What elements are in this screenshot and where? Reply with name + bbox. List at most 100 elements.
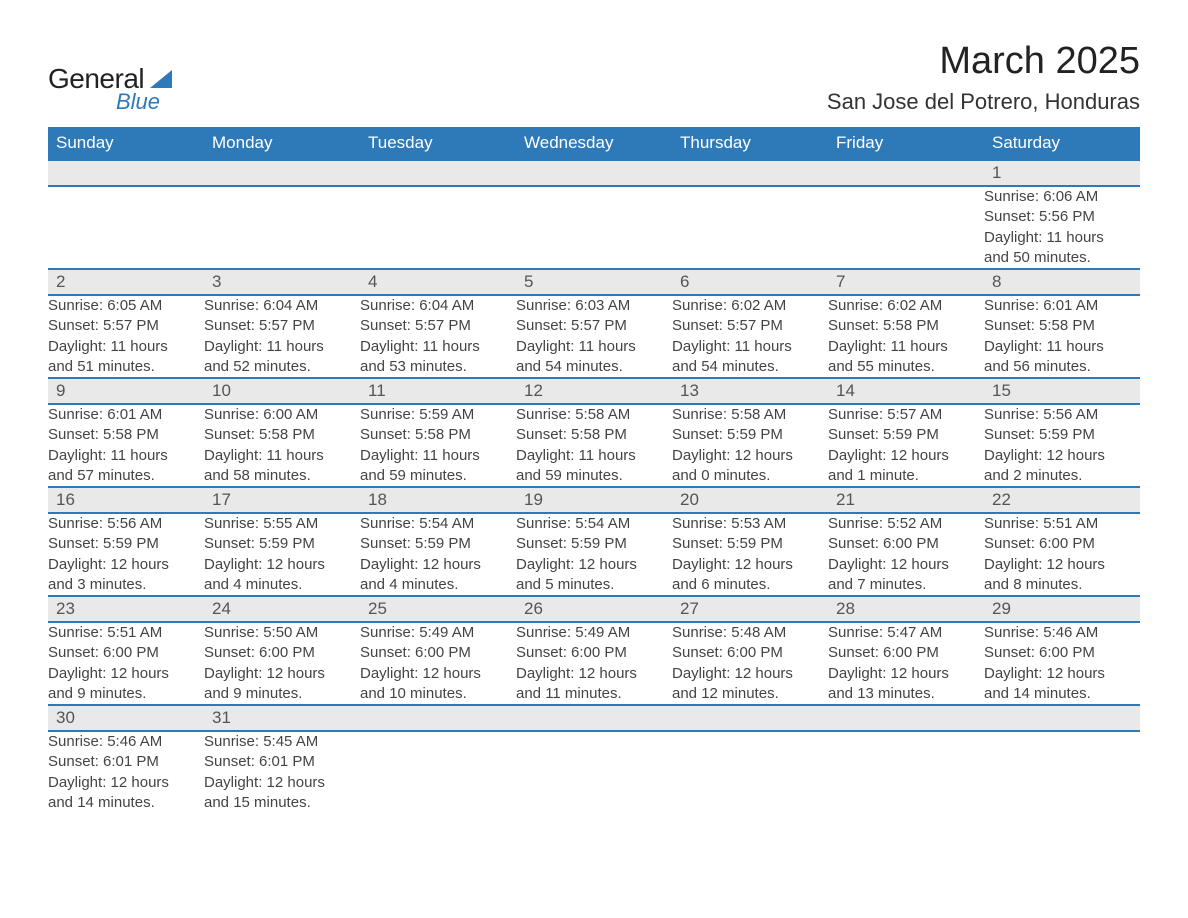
daylight-text: and 5 minutes.: [516, 575, 672, 595]
sunset-text: Sunset: 5:56 PM: [984, 207, 1140, 227]
daylight-text: Daylight: 12 hours: [984, 664, 1140, 684]
sunrise-text: Sunrise: 5:53 AM: [672, 514, 828, 534]
day-number-cell: 19: [516, 487, 672, 513]
day-number-cell: 24: [204, 596, 360, 622]
sunset-text: Sunset: 5:57 PM: [204, 316, 360, 336]
sunrise-text: Sunrise: 6:01 AM: [984, 296, 1140, 316]
sunrise-text: Sunrise: 5:58 AM: [516, 405, 672, 425]
daylight-text: and 10 minutes.: [360, 684, 516, 704]
sunrise-text: Sunrise: 6:04 AM: [204, 296, 360, 316]
day-detail-cell: Sunrise: 5:52 AMSunset: 6:00 PMDaylight:…: [828, 513, 984, 596]
day-number: 16: [48, 488, 204, 512]
day-number-cell: [828, 705, 984, 731]
day-detail-cell: Sunrise: 5:48 AMSunset: 6:00 PMDaylight:…: [672, 622, 828, 705]
day-number-cell: [360, 705, 516, 731]
day-detail-cell: Sunrise: 5:55 AMSunset: 5:59 PMDaylight:…: [204, 513, 360, 596]
daylight-text: and 1 minute.: [828, 466, 984, 486]
day-number-cell: 6: [672, 269, 828, 295]
day-number: 8: [984, 270, 1140, 294]
week-detail-row: Sunrise: 5:46 AMSunset: 6:01 PMDaylight:…: [48, 731, 1140, 813]
sunrise-text: Sunrise: 6:00 AM: [204, 405, 360, 425]
day-detail-cell: Sunrise: 5:53 AMSunset: 5:59 PMDaylight:…: [672, 513, 828, 596]
day-number: 12: [516, 379, 672, 403]
sunset-text: Sunset: 5:57 PM: [48, 316, 204, 336]
daylight-text: and 4 minutes.: [204, 575, 360, 595]
day-number: 6: [672, 270, 828, 294]
location-subtitle: San Jose del Potrero, Honduras: [827, 89, 1140, 115]
daylight-text: Daylight: 12 hours: [516, 555, 672, 575]
daylight-text: Daylight: 12 hours: [984, 446, 1140, 466]
day-number: 23: [48, 597, 204, 621]
day-detail-cell: Sunrise: 5:56 AMSunset: 5:59 PMDaylight:…: [48, 513, 204, 596]
daylight-text: and 51 minutes.: [48, 357, 204, 377]
month-title: March 2025: [827, 40, 1140, 83]
day-header: Friday: [828, 127, 984, 160]
daylight-text: Daylight: 12 hours: [48, 773, 204, 793]
week-detail-row: Sunrise: 6:05 AMSunset: 5:57 PMDaylight:…: [48, 295, 1140, 378]
day-number-cell: [672, 160, 828, 186]
logo: General Blue: [48, 63, 172, 115]
daylight-text: and 50 minutes.: [984, 248, 1140, 268]
daylight-text: Daylight: 12 hours: [360, 664, 516, 684]
day-number-cell: 1: [984, 160, 1140, 186]
sunrise-text: Sunrise: 5:59 AM: [360, 405, 516, 425]
sunset-text: Sunset: 6:00 PM: [984, 534, 1140, 554]
daylight-text: and 54 minutes.: [672, 357, 828, 377]
sunrise-text: Sunrise: 6:03 AM: [516, 296, 672, 316]
day-number-cell: [672, 705, 828, 731]
day-detail-cell: [672, 731, 828, 813]
day-number-cell: 5: [516, 269, 672, 295]
daylight-text: Daylight: 11 hours: [828, 337, 984, 357]
day-number: 10: [204, 379, 360, 403]
day-detail-cell: Sunrise: 6:04 AMSunset: 5:57 PMDaylight:…: [204, 295, 360, 378]
day-detail-cell: [984, 731, 1140, 813]
sunset-text: Sunset: 6:00 PM: [828, 643, 984, 663]
day-detail-cell: Sunrise: 6:02 AMSunset: 5:57 PMDaylight:…: [672, 295, 828, 378]
sunrise-text: Sunrise: 5:56 AM: [984, 405, 1140, 425]
day-detail-cell: Sunrise: 6:03 AMSunset: 5:57 PMDaylight:…: [516, 295, 672, 378]
sunset-text: Sunset: 5:58 PM: [48, 425, 204, 445]
sunrise-text: Sunrise: 6:04 AM: [360, 296, 516, 316]
day-number-cell: 15: [984, 378, 1140, 404]
daylight-text: and 56 minutes.: [984, 357, 1140, 377]
day-number: 26: [516, 597, 672, 621]
day-detail-cell: Sunrise: 5:49 AMSunset: 6:00 PMDaylight:…: [360, 622, 516, 705]
day-number-cell: 16: [48, 487, 204, 513]
daylight-text: and 11 minutes.: [516, 684, 672, 704]
daylight-text: Daylight: 11 hours: [984, 228, 1140, 248]
day-number-cell: 31: [204, 705, 360, 731]
day-number-cell: [828, 160, 984, 186]
day-detail-cell: Sunrise: 6:02 AMSunset: 5:58 PMDaylight:…: [828, 295, 984, 378]
page-header: General Blue March 2025 San Jose del Pot…: [48, 40, 1140, 115]
daylight-text: Daylight: 12 hours: [204, 555, 360, 575]
day-number-cell: [204, 160, 360, 186]
day-header: Tuesday: [360, 127, 516, 160]
daylight-text: and 13 minutes.: [828, 684, 984, 704]
sunrise-text: Sunrise: 5:54 AM: [516, 514, 672, 534]
sunrise-text: Sunrise: 5:52 AM: [828, 514, 984, 534]
sunset-text: Sunset: 5:58 PM: [204, 425, 360, 445]
daylight-text: and 12 minutes.: [672, 684, 828, 704]
day-number-cell: 27: [672, 596, 828, 622]
day-number: 30: [48, 706, 204, 730]
day-detail-cell: Sunrise: 5:58 AMSunset: 5:59 PMDaylight:…: [672, 404, 828, 487]
daylight-text: Daylight: 11 hours: [360, 337, 516, 357]
daylight-text: Daylight: 11 hours: [48, 337, 204, 357]
day-number: 3: [204, 270, 360, 294]
day-number: 1: [984, 161, 1140, 185]
sunset-text: Sunset: 5:59 PM: [672, 534, 828, 554]
week-daynum-row: 16171819202122: [48, 487, 1140, 513]
day-detail-cell: Sunrise: 5:56 AMSunset: 5:59 PMDaylight:…: [984, 404, 1140, 487]
sunset-text: Sunset: 6:00 PM: [516, 643, 672, 663]
day-number-cell: 23: [48, 596, 204, 622]
week-detail-row: Sunrise: 6:06 AMSunset: 5:56 PMDaylight:…: [48, 186, 1140, 269]
day-number: 2: [48, 270, 204, 294]
day-detail-cell: [516, 731, 672, 813]
daylight-text: and 14 minutes.: [984, 684, 1140, 704]
sunset-text: Sunset: 5:57 PM: [516, 316, 672, 336]
day-number-cell: [516, 160, 672, 186]
day-number-cell: 13: [672, 378, 828, 404]
day-number-cell: 11: [360, 378, 516, 404]
sunset-text: Sunset: 5:58 PM: [828, 316, 984, 336]
day-number-cell: [48, 160, 204, 186]
